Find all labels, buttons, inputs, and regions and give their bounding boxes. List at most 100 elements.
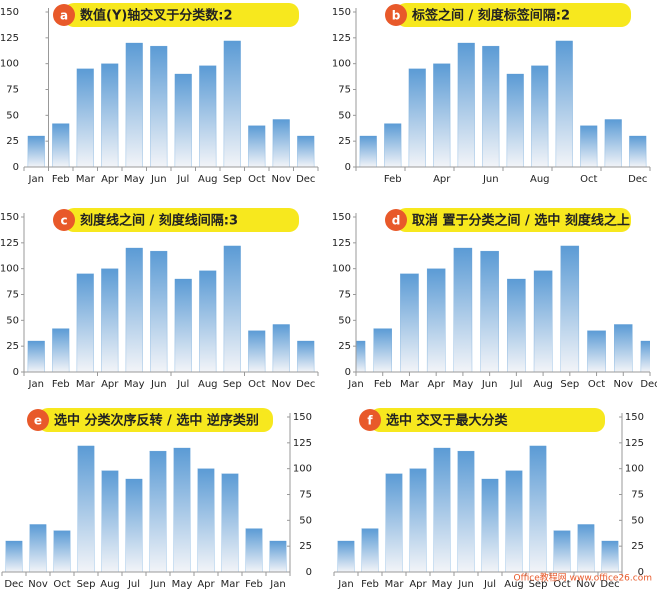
bar [77,445,95,572]
bar [385,473,403,572]
badge-letter: e [34,414,42,428]
bar [52,123,70,167]
bar [373,328,392,372]
bar [149,450,167,572]
bar [480,250,499,372]
x-tick-label: Aug [198,174,218,185]
chart-title: 选中 交叉于最大分类 [386,413,509,429]
badge-circle [53,209,75,231]
y-tick-label: 0 [13,367,19,378]
y-tick-label: 0 [345,162,351,173]
x-tick-label: Jun [481,379,498,390]
bar [507,278,526,372]
x-tick-label: Apr [433,174,451,185]
x-tick-label: Dec [600,579,619,589]
badge-bar [370,408,605,432]
x-tick-label: Oct [553,579,570,589]
bar [457,450,475,572]
y-tick-label: 100 [625,464,644,475]
y-tick-label: 50 [6,110,19,121]
x-tick-label: Dec [4,579,23,589]
bar [52,328,70,372]
bar [223,245,241,372]
y-tick-label: 150 [625,412,644,423]
x-tick-label: Feb [245,579,263,589]
y-tick-label: 150 [332,212,351,223]
chart-panel: Jan Feb Mar Apr May Jun Jul Aug Sep Oct Nov Dec 0 25 5… [0,208,319,390]
badge-bar [64,208,299,232]
bar [555,40,573,167]
bar [125,247,143,372]
badge-bar [64,3,299,27]
bar [640,340,650,372]
badge-letter: f [367,414,373,428]
y-tick-label: 150 [293,412,312,423]
bar [337,540,355,572]
x-tick-label: Feb [52,174,70,185]
bar [223,40,241,167]
bar [506,73,524,167]
x-tick-label: Dec [296,174,315,185]
x-tick-label: Apr [428,379,446,390]
bar [529,445,547,572]
bar [150,250,168,372]
y-tick-label: 50 [338,110,351,121]
bars [337,445,619,572]
chart-panel: Feb Apr Jun Aug Oct Dec 0 25 50 75 100 125 150 b 标签之间 … [332,3,651,185]
x-tick-label: Apr [101,174,119,185]
bar [101,268,119,372]
bar [408,68,426,167]
x-tick-label: Nov [271,174,291,185]
badge-circle [53,4,75,26]
y-tick-label: 25 [338,136,351,147]
badge-bar [396,208,631,232]
bar [297,135,315,167]
x-tick-label: Apr [101,379,119,390]
y-tick-label: 100 [332,59,351,70]
x-tick-label: Aug [530,174,550,185]
y-tick-label: 50 [338,315,351,326]
y-tick-label: 25 [631,541,644,552]
y-tick-label: 75 [299,490,312,501]
x-tick-label: Feb [384,174,402,185]
x-tick-label: Jul [176,379,189,390]
bar [433,447,451,572]
y-tick-label: 75 [6,85,19,96]
bar [505,470,523,572]
bar [560,245,580,372]
bar [5,540,23,572]
x-tick-label: Nov [28,579,48,589]
bar [199,65,217,167]
badge-letter: c [60,214,67,228]
bar [580,125,598,167]
chart-panel: Jan Feb Mar Apr May Jun Jul Aug Sep Oct Nov Dec 0 25 5… [333,408,644,589]
y-tick-label: 25 [6,341,19,352]
bar [248,125,266,167]
bar [125,478,143,572]
bar [356,340,366,372]
badge-letter: d [392,214,401,228]
bar [587,330,606,372]
bars [27,40,315,167]
chart-title: 数值(Y)轴交叉于分类数:2 [80,8,233,24]
y-tick-label: 0 [345,367,351,378]
x-tick-label: Mar [76,379,96,390]
bars [356,245,650,372]
x-tick-label: May [453,379,474,390]
bar [361,528,379,572]
chart-title: 选中 分类次序反转 / 选中 逆序类别 [54,413,259,429]
bar [604,119,622,167]
bar [629,135,647,167]
bar [359,135,377,167]
y-tick-label: 125 [332,33,351,44]
badge-bar [396,3,631,27]
x-tick-label: Jun [149,579,166,589]
y-tick-label: 125 [625,438,644,449]
bar [533,270,553,372]
x-tick-label: Sep [223,174,242,185]
bar [27,340,45,372]
y-tick-label: 75 [631,490,644,501]
bar [125,42,143,167]
y-tick-label: 0 [638,567,644,578]
